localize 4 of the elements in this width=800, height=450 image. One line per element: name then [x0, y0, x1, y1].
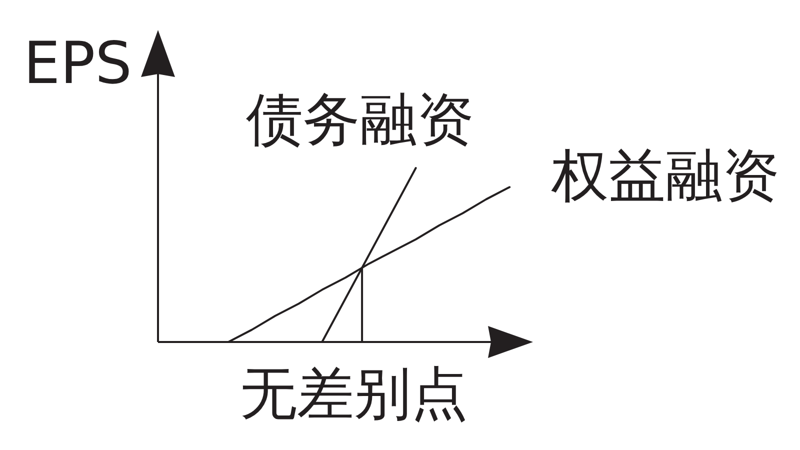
x-axis-title: 无差别点 — [240, 360, 468, 427]
series-label: 债务融资 — [246, 86, 474, 153]
y-axis-title: EPS — [24, 29, 132, 97]
series-label: 权益融资 — [550, 142, 780, 209]
